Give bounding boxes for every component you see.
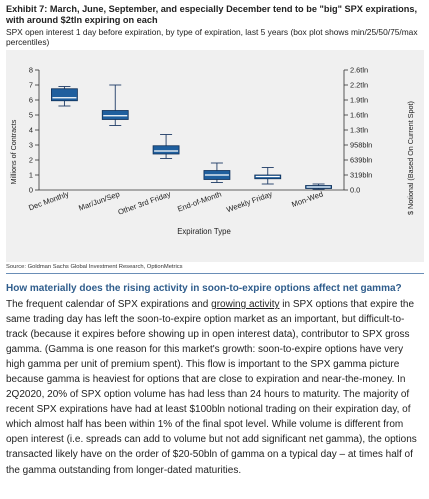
y-tick-label: 0 (29, 186, 33, 195)
box-2 (101, 84, 129, 126)
exhibit-subtitle: SPX open interest 1 day before expiratio… (6, 27, 418, 47)
box-iqr (101, 110, 129, 120)
chart-source: Source: Goldman Sachs Global Investment … (6, 264, 183, 270)
box-1 (51, 86, 78, 107)
right-tick-label: 2.6tln (350, 66, 368, 75)
y-tick-label: 6 (29, 96, 33, 105)
y-tick-label: 4 (29, 126, 33, 135)
section-heading: How materially does the rising activity … (6, 283, 402, 294)
box-plot-chart: 0 1 2 3 4 5 6 7 8 0.0 319bln 639bln 958bln 1.3tln 1.6… (9, 66, 415, 237)
x-tick-label: Mon-Wed (290, 189, 324, 209)
chart-panel: 0 1 2 3 4 5 6 7 8 0.0 319bln 639bln 958bln 1.3tln 1.6… (6, 50, 424, 262)
right-tick-label: 1.6tln (350, 111, 368, 120)
body-paragraph: The frequent calendar of SPX expirations… (6, 297, 424, 478)
section-divider-top (6, 273, 424, 274)
y-tick-label: 8 (29, 66, 33, 75)
box-6 (305, 183, 332, 190)
y-axis-label-right: $ Notional (Based On Current Spot) (406, 101, 415, 215)
box-iqr (152, 145, 180, 155)
paragraph-text-start: The frequent calendar of SPX expirations… (6, 299, 212, 310)
x-tick-label: Other 3rd Friday (117, 189, 172, 216)
box-iqr (51, 88, 78, 102)
y-tick-label: 7 (29, 81, 33, 90)
right-tick-label: 1.3tln (350, 126, 368, 135)
x-tick-label: Mar/Jun/Sep (77, 189, 121, 212)
right-tick-label: 319bln (350, 171, 372, 180)
box-3 (152, 134, 180, 159)
y-tick-label: 3 (29, 141, 33, 150)
x-tick-label: End-of-Month (176, 189, 222, 213)
right-tick-label: 958bln (350, 141, 372, 150)
x-tick-label: Dec Monthly (27, 189, 70, 212)
box-4 (203, 162, 231, 183)
right-axis: 0.0 319bln 639bln 958bln 1.3tln 1.6tln 1.9tln 2… (343, 66, 372, 195)
right-tick-label: 639bln (350, 156, 372, 165)
x-axis-title: Expiration Type (177, 227, 231, 236)
paragraph-text-end: in SPX options that expire the same trad… (6, 299, 417, 476)
right-tick-label: 0.0 (350, 186, 360, 195)
y-tick-label: 5 (29, 111, 33, 120)
box-series (51, 84, 332, 190)
right-tick-label: 2.2tln (350, 81, 368, 90)
y-axis-label: Millions of Contracts (9, 119, 18, 184)
exhibit-title: Exhibit 7: March, June, September, and e… (6, 4, 418, 25)
y-tick-label: 2 (29, 156, 33, 165)
right-tick-label: 1.9tln (350, 96, 368, 105)
left-axis: 0 1 2 3 4 5 6 7 8 (29, 66, 344, 195)
y-tick-label: 1 (29, 171, 33, 180)
x-tick-label: Weekly Friday (225, 189, 273, 214)
box-5 (254, 167, 282, 185)
growing-activity-link[interactable]: growing activity (211, 299, 280, 310)
